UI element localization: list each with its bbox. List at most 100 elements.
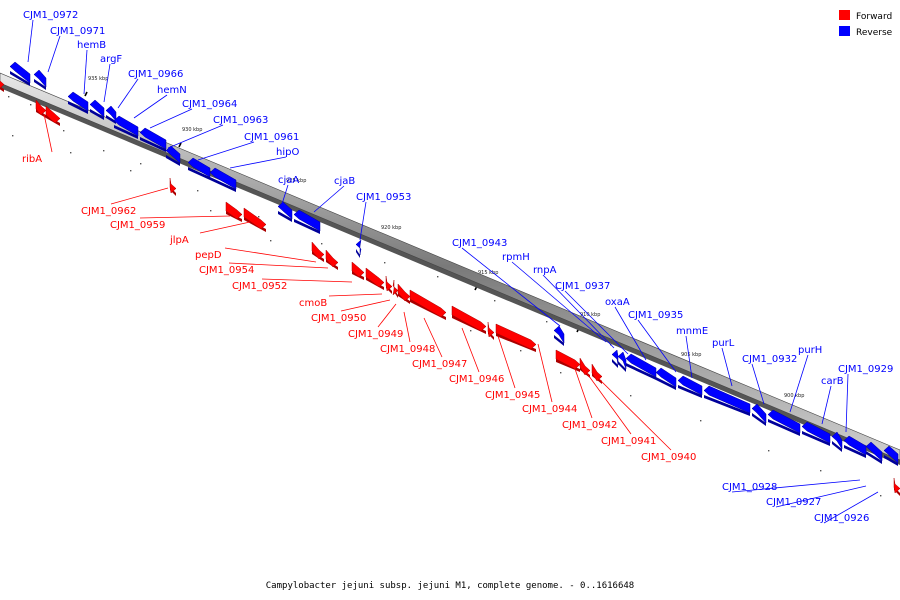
leader-line: [199, 221, 251, 234]
gene-label-forward: CJM1_0950: [311, 313, 366, 324]
leader-line: [789, 354, 809, 413]
gene-label-forward: CJM1_0962: [81, 206, 136, 217]
leader-line: [167, 124, 224, 149]
gene-label-reverse: hemN: [157, 85, 187, 96]
minor-tick-dot: [546, 321, 548, 323]
gene-label-reverse: CJM1_0971: [50, 26, 105, 37]
gene-label-reverse: argF: [100, 54, 122, 65]
minor-tick-dot: [270, 240, 272, 242]
minor-tick-dot: [384, 262, 386, 264]
gene-label-forward: cmoB: [299, 298, 327, 309]
minor-tick-dot: [258, 216, 260, 218]
reverse-gene-feature: [9, 61, 31, 86]
scale-tick-label: 900 kbp: [784, 393, 804, 399]
gene-label-reverse: mnmE: [676, 326, 708, 337]
minor-tick-dot: [70, 152, 72, 154]
gene-label-forward: CJM1_0945: [485, 390, 540, 401]
leader-line: [511, 261, 607, 343]
reverse-gene-feature: [187, 157, 211, 180]
gene-label-reverse: oxaA: [605, 297, 630, 308]
legend-forward-swatch: [839, 10, 850, 20]
gene-label-reverse: rnpA: [533, 265, 557, 276]
leader-line: [637, 319, 677, 373]
minor-tick-dot: [470, 330, 472, 332]
legend-reverse-label: Reverse: [856, 28, 893, 38]
leader-line: [229, 156, 287, 169]
leader-line: [139, 215, 231, 219]
reverse-gene-feature: [625, 353, 657, 380]
gene-label-reverse: CJM1_0943: [452, 238, 507, 249]
leader-line: [585, 371, 632, 435]
genome-backbone: [0, 72, 900, 465]
leader-line: [340, 299, 391, 312]
minor-tick-dot: [197, 190, 199, 192]
leader-line: [377, 303, 397, 328]
minor-tick-dot: [630, 395, 632, 397]
leader-line: [461, 247, 561, 327]
gene-label-reverse: cjaA: [278, 175, 299, 186]
forward-gene-feature: [487, 321, 495, 340]
leader-line: [110, 187, 169, 205]
minor-tick-dot: [520, 350, 522, 352]
forward-gene-feature: [243, 207, 267, 232]
forward-gene-feature: [385, 275, 393, 294]
leader-line: [83, 49, 88, 95]
gene-label-reverse: purL: [712, 338, 735, 349]
gene-label-forward: jlpA: [169, 235, 189, 246]
legend-reverse-swatch: [839, 26, 850, 36]
minor-tick-dot: [820, 470, 822, 472]
gene-label-reverse: CJM1_0961: [244, 132, 299, 143]
minor-tick-dot: [210, 210, 212, 212]
leader-line: [614, 306, 647, 361]
gene-label-forward: CJM1_0946: [449, 374, 504, 385]
leader-line: [313, 185, 345, 213]
gene-label-reverse: CJM1_0972: [23, 10, 78, 21]
leader-line: [261, 278, 353, 283]
reverse-gene-feature: [67, 91, 89, 114]
gene-label-forward: pepD: [195, 250, 222, 261]
reverse-gene-feature: [293, 209, 321, 234]
scale-tick-label: 910 kbp: [580, 312, 600, 318]
forward-gene-feature: [351, 261, 365, 280]
reverse-gene-feature: [611, 349, 619, 368]
minor-tick-dot: [30, 104, 32, 106]
reverse-gene-feature: [883, 445, 899, 466]
forward-gene-feature: [591, 363, 603, 384]
gene-label-reverse: CJM1_0928: [722, 482, 777, 493]
gene-label-forward: CJM1_0959: [110, 220, 165, 231]
leader-line: [821, 385, 832, 425]
leader-line: [597, 377, 672, 451]
label-leader-lines: [27, 19, 879, 524]
gene-label-reverse: CJM1_0932: [742, 354, 797, 365]
reverse-gene-feature: [767, 409, 801, 436]
gene-label-reverse: CJM1_0926: [814, 513, 869, 524]
leader-line: [423, 317, 443, 358]
minor-tick-dot: [494, 300, 496, 302]
leader-line: [823, 491, 879, 524]
forward-gene-feature: [893, 477, 900, 496]
gene-label-reverse: rpmH: [502, 252, 530, 263]
map-caption: Campylobacter jejuni subsp. jejuni M1, c…: [266, 581, 634, 591]
reverse-gene-feature: [277, 201, 293, 222]
leader-line: [403, 311, 411, 343]
minor-tick-dot: [700, 420, 702, 422]
reverse-gene-feature: [139, 127, 167, 152]
reverse-gene-feature: [865, 441, 883, 464]
gene-label-forward: CJM1_0948: [380, 344, 435, 355]
minor-tick-dot: [130, 170, 132, 172]
gene-label-reverse: hipO: [276, 147, 299, 158]
leader-line: [149, 108, 193, 129]
forward-gene-feature: [45, 105, 61, 126]
scale-tick-label: 905 kbp: [681, 352, 701, 358]
forward-gene-feature: [0, 80, 5, 92]
forward-gene-feature: [365, 267, 385, 290]
reverse-gene-feature: [553, 325, 565, 346]
gene-label-reverse: CJM1_0966: [128, 69, 183, 80]
gene-label-forward: CJM1_0954: [199, 265, 254, 276]
reverse-gene-feature: [751, 403, 767, 426]
gene-label-reverse: CJM1_0937: [555, 281, 610, 292]
minor-tick-dot: [560, 372, 562, 374]
minor-tick-dot: [321, 243, 323, 245]
forward-gene-feature: [392, 279, 399, 298]
